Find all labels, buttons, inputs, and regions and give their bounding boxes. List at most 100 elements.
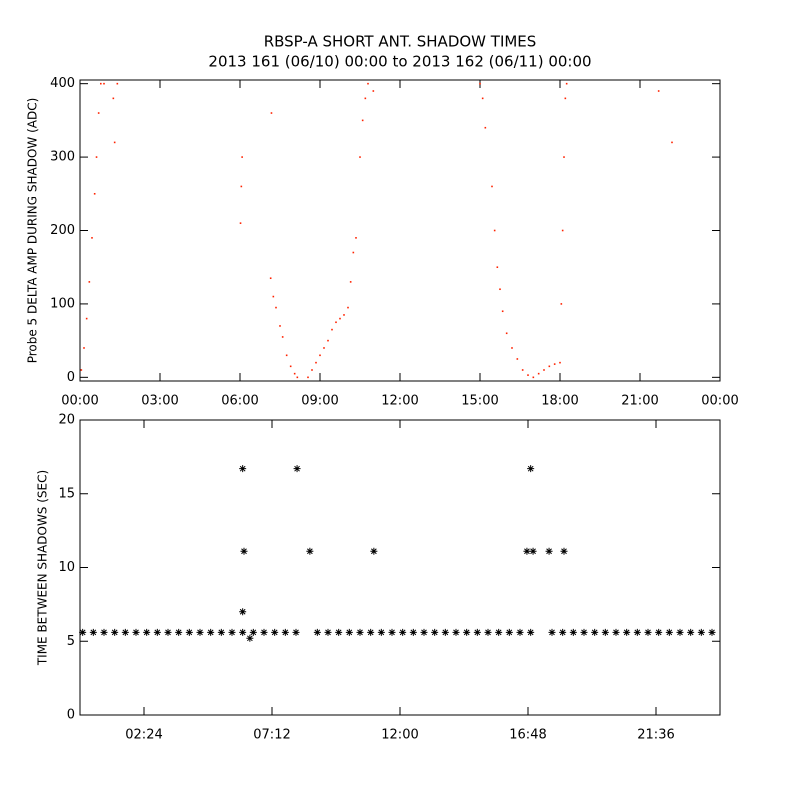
- data-point: [343, 314, 345, 316]
- data-point: [240, 185, 243, 188]
- y-tick-label: 10: [58, 560, 75, 575]
- data-point: [493, 229, 496, 232]
- x-tick-label: 16:48: [509, 728, 546, 743]
- data-point: [441, 628, 449, 636]
- data-point: [687, 628, 695, 636]
- data-point: [559, 361, 561, 364]
- data-point: [563, 156, 565, 158]
- y-tick-label: 400: [50, 76, 75, 91]
- data-point: [306, 547, 314, 555]
- data-point: [100, 628, 108, 636]
- data-point: [121, 628, 129, 636]
- data-point: [612, 628, 620, 636]
- data-point: [623, 628, 631, 636]
- data-point: [484, 628, 492, 636]
- data-point: [272, 295, 275, 298]
- data-point: [431, 628, 439, 636]
- data-point: [311, 369, 313, 371]
- data-point: [355, 237, 357, 239]
- x-tick-label: 03:00: [141, 394, 178, 409]
- data-point: [112, 97, 115, 100]
- data-point: [281, 628, 289, 636]
- chart-title: RBSP-A SHORT ANT. SHADOW TIMES: [264, 33, 537, 51]
- data-point: [505, 628, 513, 636]
- data-point: [95, 156, 98, 158]
- data-point: [285, 354, 288, 357]
- data-point: [505, 332, 508, 335]
- data-point: [409, 628, 417, 636]
- y-tick-label: 0: [67, 708, 75, 723]
- data-point: [548, 628, 556, 636]
- chart-subtitle: 2013 161 (06/10) 00:00 to 2013 162 (06/1…: [208, 53, 591, 71]
- x-tick-label: 02:24: [125, 728, 162, 743]
- data-point: [499, 288, 501, 291]
- x-tick-label: 00:00: [701, 394, 738, 409]
- data-point: [260, 628, 268, 636]
- data-point: [79, 628, 87, 636]
- data-point: [331, 328, 333, 331]
- data-point: [633, 628, 641, 636]
- data-point: [246, 634, 254, 642]
- data-point: [164, 628, 172, 636]
- data-point: [116, 82, 119, 85]
- y-tick-label: 0: [67, 370, 75, 385]
- x-tick-label: 21:00: [621, 394, 658, 409]
- data-point: [111, 628, 119, 636]
- data-point: [601, 628, 609, 636]
- data-point: [370, 547, 378, 555]
- data-point: [543, 369, 545, 371]
- data-point: [364, 97, 367, 100]
- data-point: [83, 347, 85, 349]
- data-point: [708, 628, 716, 636]
- data-point: [452, 628, 460, 636]
- data-point: [143, 628, 151, 636]
- data-point: [657, 90, 660, 92]
- data-point: [239, 465, 247, 473]
- data-point: [537, 372, 540, 375]
- data-point: [473, 628, 481, 636]
- data-point: [545, 547, 553, 555]
- data-point: [91, 237, 93, 239]
- data-point: [388, 628, 396, 636]
- y-tick-label: 15: [58, 486, 75, 501]
- data-point: [307, 376, 309, 379]
- data-point: [103, 82, 105, 85]
- data-point: [270, 112, 273, 114]
- data-point: [676, 628, 684, 636]
- data-point: [527, 374, 529, 376]
- y-axis-label: Probe 5 DELTA AMP DURING SHADOW (ADC): [26, 98, 40, 364]
- data-point: [553, 363, 556, 365]
- data-point: [377, 628, 385, 636]
- data-point: [249, 628, 257, 636]
- data-point: [527, 628, 535, 636]
- data-point: [228, 628, 236, 636]
- data-point: [335, 321, 337, 324]
- data-point: [100, 82, 102, 85]
- data-point: [196, 628, 204, 636]
- data-point: [532, 376, 535, 379]
- x-tick-label: 12:00: [381, 728, 418, 743]
- data-point: [217, 628, 225, 636]
- data-point: [495, 628, 503, 636]
- data-point: [560, 547, 568, 555]
- data-point: [185, 628, 193, 636]
- data-point: [271, 628, 279, 636]
- data-point: [644, 628, 652, 636]
- data-point: [356, 628, 364, 636]
- data-point: [361, 119, 364, 122]
- data-point: [484, 126, 487, 129]
- data-point: [529, 547, 537, 555]
- plot-frame: [79, 419, 721, 716]
- data-point: [559, 628, 567, 636]
- data-point: [327, 339, 329, 342]
- data-point: [296, 376, 299, 379]
- data-point: [516, 628, 524, 636]
- data-point: [281, 336, 284, 338]
- data-point: [496, 266, 499, 269]
- data-point: [491, 185, 493, 188]
- data-point: [564, 97, 567, 100]
- x-tick-label: 07:12: [253, 728, 290, 743]
- data-point: [655, 628, 663, 636]
- data-point: [88, 281, 91, 283]
